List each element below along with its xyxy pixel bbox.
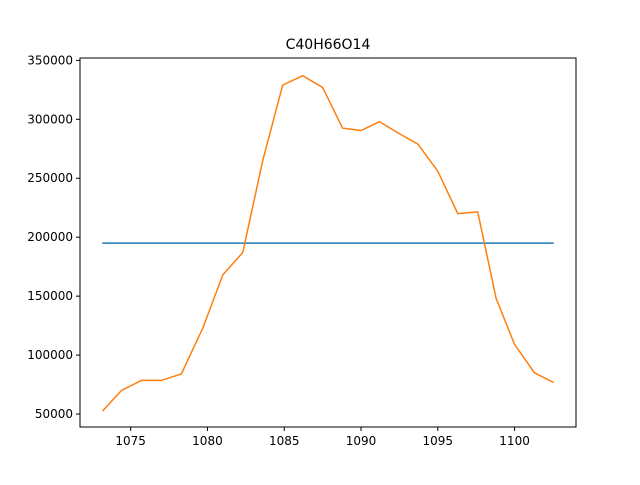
x-tick-label: 1095 <box>423 434 454 448</box>
x-tick-label: 1085 <box>269 434 300 448</box>
x-tick-label: 1075 <box>115 434 146 448</box>
chart-title: C40H66O14 <box>286 37 371 53</box>
x-tick-label: 1100 <box>499 434 530 448</box>
y-tick-label: 250000 <box>27 171 73 185</box>
y-tick-label: 100000 <box>27 348 73 362</box>
axes: 1075 1080 1085 1090 1095 1100 50000 100000 15000… <box>27 53 530 448</box>
x-tick-label: 1090 <box>346 434 377 448</box>
y-tick-label: 50000 <box>35 407 73 421</box>
x-tick-label: 1080 <box>192 434 223 448</box>
plot-frame <box>79 57 577 428</box>
series-line-1 <box>101 74 554 412</box>
series-layer <box>101 74 554 412</box>
y-tick-label: 350000 <box>27 53 73 67</box>
y-tick-label: 150000 <box>27 289 73 303</box>
y-tick-label: 200000 <box>27 230 73 244</box>
y-tick-label: 300000 <box>27 112 73 126</box>
